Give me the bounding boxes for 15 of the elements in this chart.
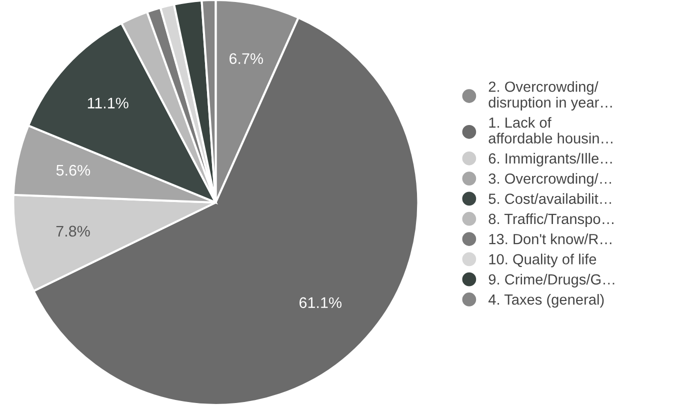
legend-label: 4. Taxes (general) [488,294,604,308]
data-label: 11.1% [88,98,128,108]
legend-label: 1. Lack of affordable housin… [488,117,612,144]
legend-label: 2. Overcrowding/ disruption in year… [488,81,612,110]
legend-label: 10. Quality of life [489,254,596,268]
data-label: 5.6% [56,164,90,176]
legend-label: 3. Overcrowding/… [488,173,611,187]
data-label: 6.7% [230,53,264,64]
legend-label: 9. Crime/Drugs/G… [488,274,614,288]
legend-label: 5. Cost/availabilit… [488,193,611,204]
legend-label: 6. Immigrants/Ille… [488,152,612,167]
legend-label: 8. Traffic/Transpo… [488,213,614,227]
data-label: 7.8% [56,226,90,237]
legend-label: 13. Don't know/R… [489,234,612,244]
data-label: 61.1% [300,297,342,308]
